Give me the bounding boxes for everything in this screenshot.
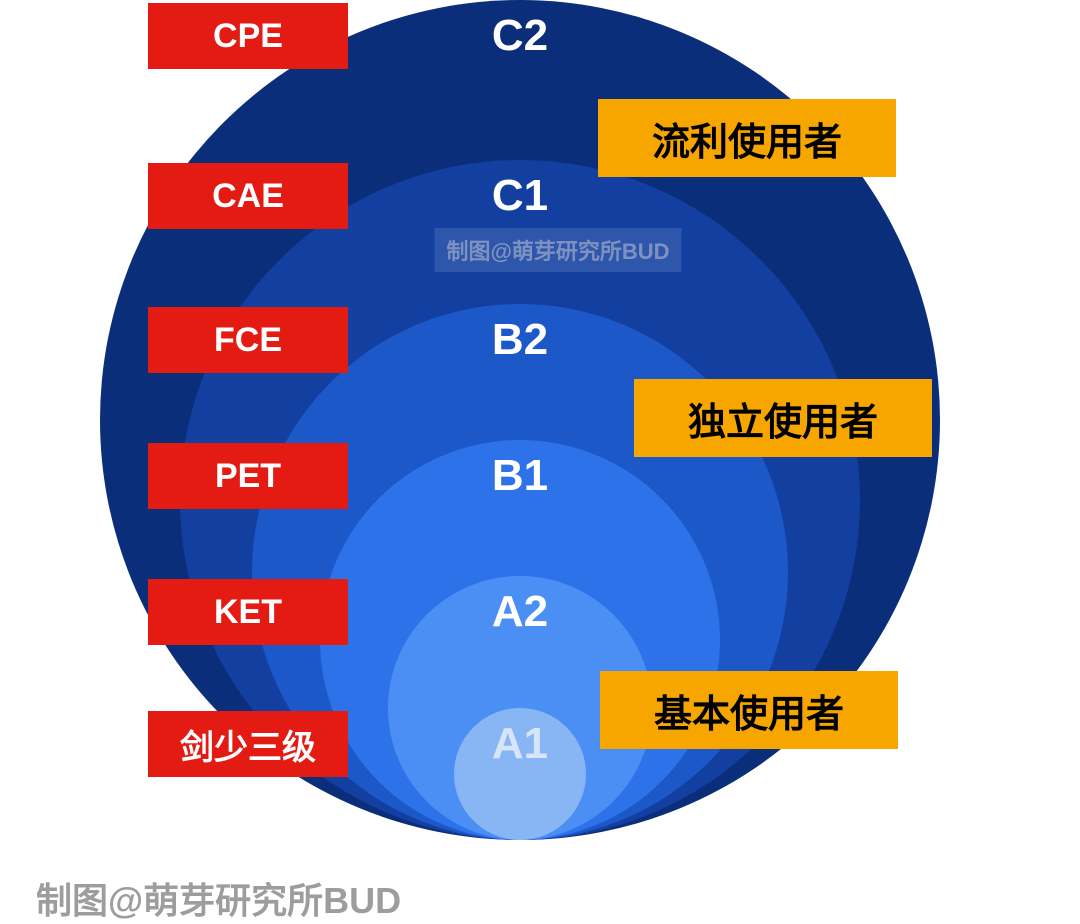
exam-badge-ket: KET (148, 579, 348, 645)
level-label-c1: C1 (492, 171, 548, 221)
level-label-b1: B1 (492, 451, 548, 501)
exam-badge-剑少三级: 剑少三级 (148, 711, 348, 777)
exam-badge-cpe: CPE (148, 3, 348, 69)
watermark-inline: 制图@萌芽研究所BUD (434, 228, 681, 272)
exam-badge-pet: PET (148, 443, 348, 509)
user-badge: 流利使用者 (598, 99, 896, 177)
exam-badge-cae: CAE (148, 163, 348, 229)
user-badge: 独立使用者 (634, 379, 932, 457)
level-label-c2: C2 (492, 11, 548, 61)
level-label-a2: A2 (492, 587, 548, 637)
credit-text: 制图@萌芽研究所BUD (36, 872, 401, 924)
user-badge: 基本使用者 (600, 671, 898, 749)
level-label-b2: B2 (492, 315, 548, 365)
exam-badge-fce: FCE (148, 307, 348, 373)
level-label-a1: A1 (492, 719, 548, 769)
diagram-stage: C2 C1 B2 B1 A2 A1 CPE CAE FCE PET KET 剑少三级 流利使用者独立… (0, 0, 1080, 920)
